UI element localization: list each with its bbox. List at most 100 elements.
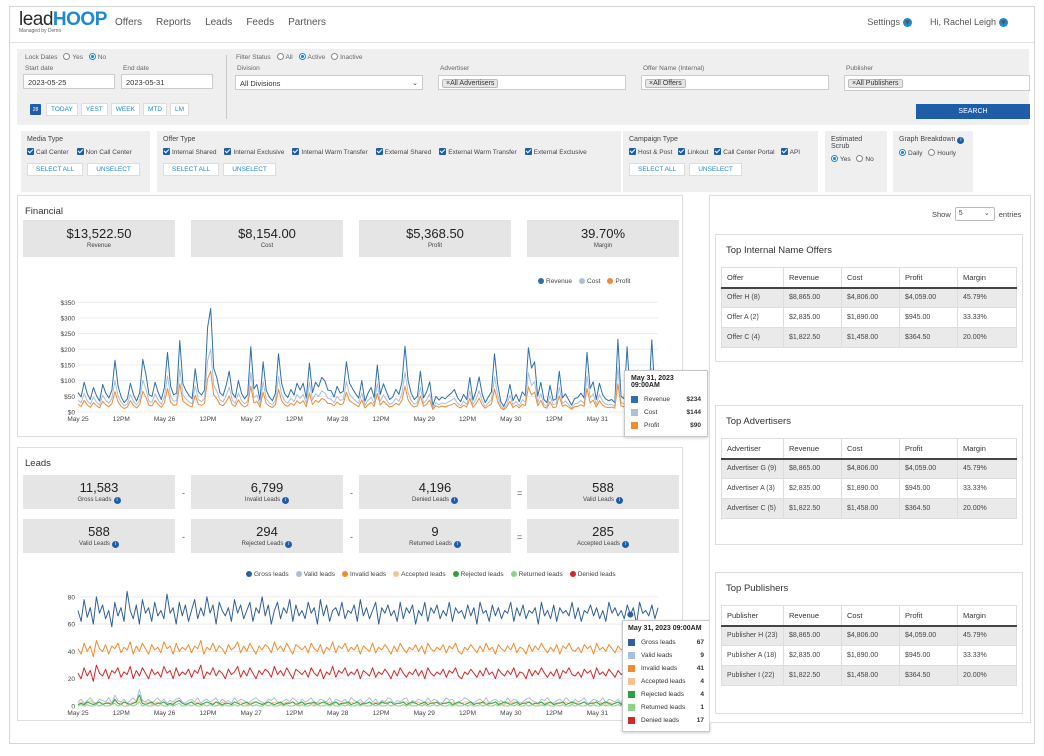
legend-item[interactable]: Valid leads bbox=[295, 571, 335, 578]
column-header[interactable]: Revenue bbox=[783, 605, 842, 627]
offer-internal-shared-checkbox[interactable]: Internal Shared bbox=[163, 148, 216, 156]
media-unselect-button[interactable]: UNSELECT bbox=[87, 163, 140, 176]
campaign-linkout-checkbox[interactable]: Linkout bbox=[678, 148, 708, 156]
info-icon[interactable]: i bbox=[957, 137, 965, 144]
offer-internal-warm-transfer-checkbox[interactable]: Internal Warm Transfer bbox=[292, 148, 368, 156]
calendar-icon[interactable]: 28 bbox=[30, 104, 41, 115]
nav-reports[interactable]: Reports bbox=[156, 17, 192, 28]
info-icon[interactable]: i bbox=[111, 541, 119, 548]
info-icon[interactable]: i bbox=[285, 541, 293, 548]
offer-select-all-button[interactable]: SELECT ALL bbox=[163, 163, 220, 176]
offer-internal-exclusive-checkbox[interactable]: Internal Exclusive bbox=[224, 148, 284, 156]
search-button[interactable]: SEARCH bbox=[916, 104, 1030, 119]
column-header[interactable]: Publisher bbox=[721, 605, 784, 627]
column-header[interactable]: Cost bbox=[841, 605, 900, 627]
table-row[interactable]: Publisher H (23) $8,865.00 $4,806.00 $4,059… bbox=[721, 625, 1017, 646]
breakdown-daily-radio[interactable] bbox=[899, 149, 906, 156]
legend-item[interactable]: Accepted leads bbox=[393, 571, 446, 578]
publisher-tag[interactable]: ×All Publishers bbox=[848, 79, 903, 88]
offer-unselect-button[interactable]: UNSELECT bbox=[223, 163, 276, 176]
info-icon[interactable]: i bbox=[453, 541, 461, 548]
nav-leads[interactable]: Leads bbox=[205, 17, 233, 28]
entries-select[interactable]: 5 ⌄ bbox=[954, 207, 995, 221]
advertiser-tag[interactable]: ×All Advertisers bbox=[442, 79, 499, 88]
check-icon bbox=[27, 148, 34, 155]
lock-no-radio[interactable] bbox=[88, 53, 96, 60]
table-row[interactable]: Offer C (4) $1,822.50 $1,458.00 $364.50 20.0… bbox=[721, 327, 1017, 348]
campaign-select-all-button[interactable]: SELECT ALL bbox=[629, 163, 686, 176]
legend-item[interactable]: Invalid leads bbox=[342, 571, 386, 578]
column-header[interactable]: Margin bbox=[957, 438, 1017, 460]
status-inactive-radio[interactable] bbox=[331, 53, 339, 60]
column-header[interactable]: Profit bbox=[899, 605, 958, 627]
status-all-radio[interactable] bbox=[276, 53, 284, 60]
mtd-button[interactable]: MTD bbox=[142, 103, 168, 116]
campaign-call-center-portal-checkbox[interactable]: Call Center Portal bbox=[714, 148, 775, 156]
end-date-input[interactable]: 2023-05-31 bbox=[121, 74, 213, 89]
column-header[interactable]: Advertiser bbox=[721, 438, 784, 460]
nav-partners[interactable]: Partners bbox=[288, 17, 326, 28]
division-select[interactable]: All Divisions ⌄ bbox=[235, 75, 423, 90]
column-header[interactable]: Offer bbox=[721, 267, 784, 289]
media-select-all-button[interactable]: SELECT ALL bbox=[27, 163, 84, 176]
table-row[interactable]: Publisher I (22) $1,822.50 $1,458.00 $364.5… bbox=[721, 665, 1017, 686]
kpi-label-wrap: Gross Leads i bbox=[23, 497, 175, 504]
tooltip-row: Invalid leads 41 bbox=[628, 662, 704, 675]
campaign-unselect-button[interactable]: UNSELECT bbox=[689, 163, 742, 176]
offer-external-exclusive-checkbox[interactable]: External Exclusive bbox=[524, 148, 587, 156]
legend-item[interactable]: Profit bbox=[607, 278, 631, 285]
campaign-host-post-checkbox[interactable]: Host & Post bbox=[629, 148, 672, 156]
last-month-button[interactable]: LM bbox=[170, 103, 190, 116]
offer-external-shared-checkbox[interactable]: External Shared bbox=[375, 148, 431, 156]
table-row[interactable]: Offer H (8) $8,865.00 $4,806.00 $4,059.00 45… bbox=[721, 287, 1017, 308]
info-icon[interactable]: i bbox=[622, 541, 630, 548]
legend-item[interactable]: Gross leads bbox=[246, 571, 289, 578]
table-row[interactable]: Publisher A (18) $2,835.00 $1,890.00 $945.0… bbox=[721, 645, 1017, 666]
scrub-no-radio[interactable] bbox=[856, 155, 864, 162]
media-non-call-center-checkbox[interactable]: Non Call Center bbox=[76, 148, 132, 156]
table-row[interactable]: Advertiser C (5) $1,822.50 $1,458.00 $364.5… bbox=[721, 498, 1017, 519]
column-header[interactable]: Revenue bbox=[783, 438, 842, 460]
info-icon[interactable]: i bbox=[113, 497, 121, 504]
column-header[interactable]: Cost bbox=[841, 267, 900, 289]
legend-item[interactable]: Returned leads bbox=[510, 571, 563, 578]
legend-item[interactable]: Rejected leads bbox=[452, 571, 504, 578]
campaign-api-checkbox[interactable]: API bbox=[780, 148, 800, 156]
column-header[interactable]: Revenue bbox=[783, 267, 842, 289]
column-header[interactable]: Cost bbox=[841, 438, 900, 460]
offer-external-warm-transfer-checkbox[interactable]: External Warm Transfer bbox=[439, 148, 517, 156]
column-header[interactable]: Margin bbox=[957, 605, 1017, 627]
column-header[interactable]: Margin bbox=[957, 267, 1017, 289]
table-row[interactable]: Advertiser G (9) $8,865.00 $4,806.00 $4,059… bbox=[721, 458, 1017, 479]
yesterday-button[interactable]: YEST bbox=[80, 103, 108, 116]
legend-item[interactable]: Cost bbox=[579, 278, 600, 285]
nav-feeds[interactable]: Feeds bbox=[246, 17, 275, 28]
info-icon[interactable]: i bbox=[615, 497, 623, 504]
offer-tag[interactable]: ×All Offers bbox=[645, 79, 686, 88]
info-icon[interactable]: i bbox=[282, 497, 290, 504]
advertiser-select[interactable]: ×All Advertisers bbox=[438, 75, 626, 90]
settings-menu[interactable]: Settings ▾ bbox=[867, 17, 912, 28]
lock-yes-radio[interactable] bbox=[63, 53, 71, 60]
today-button[interactable]: TODAY bbox=[46, 103, 78, 116]
start-date-input[interactable]: 2023-05-25 bbox=[23, 74, 115, 89]
nav-offers[interactable]: Offers bbox=[115, 17, 143, 28]
publisher-select[interactable]: ×All Publishers bbox=[844, 75, 1030, 91]
legend-item[interactable]: Denied leads bbox=[569, 571, 616, 578]
breakdown-hourly-radio[interactable] bbox=[928, 149, 936, 156]
user-menu[interactable]: Hi, Rachel Leigh ▾ bbox=[930, 17, 1008, 28]
table-row[interactable]: Advertiser A (3) $2,835.00 $1,890.00 $945.0… bbox=[721, 478, 1017, 499]
status-active-radio[interactable] bbox=[298, 53, 306, 60]
week-button[interactable]: WEEK bbox=[110, 103, 140, 116]
scrub-yes-radio[interactable] bbox=[831, 155, 838, 162]
legend-item[interactable]: Revenue bbox=[538, 278, 572, 285]
media-call-center-checkbox[interactable]: Call Center bbox=[27, 148, 69, 156]
offer-select[interactable]: ×All Offers bbox=[641, 75, 829, 90]
logo[interactable]: leadHOOP Managed by Demo bbox=[19, 10, 107, 35]
column-header[interactable]: Profit bbox=[899, 438, 958, 460]
column-header[interactable]: Profit bbox=[899, 267, 958, 289]
table-row[interactable]: Offer A (2) $2,835.00 $1,890.00 $945.00 33.3… bbox=[721, 307, 1017, 328]
info-icon[interactable]: i bbox=[451, 497, 459, 504]
